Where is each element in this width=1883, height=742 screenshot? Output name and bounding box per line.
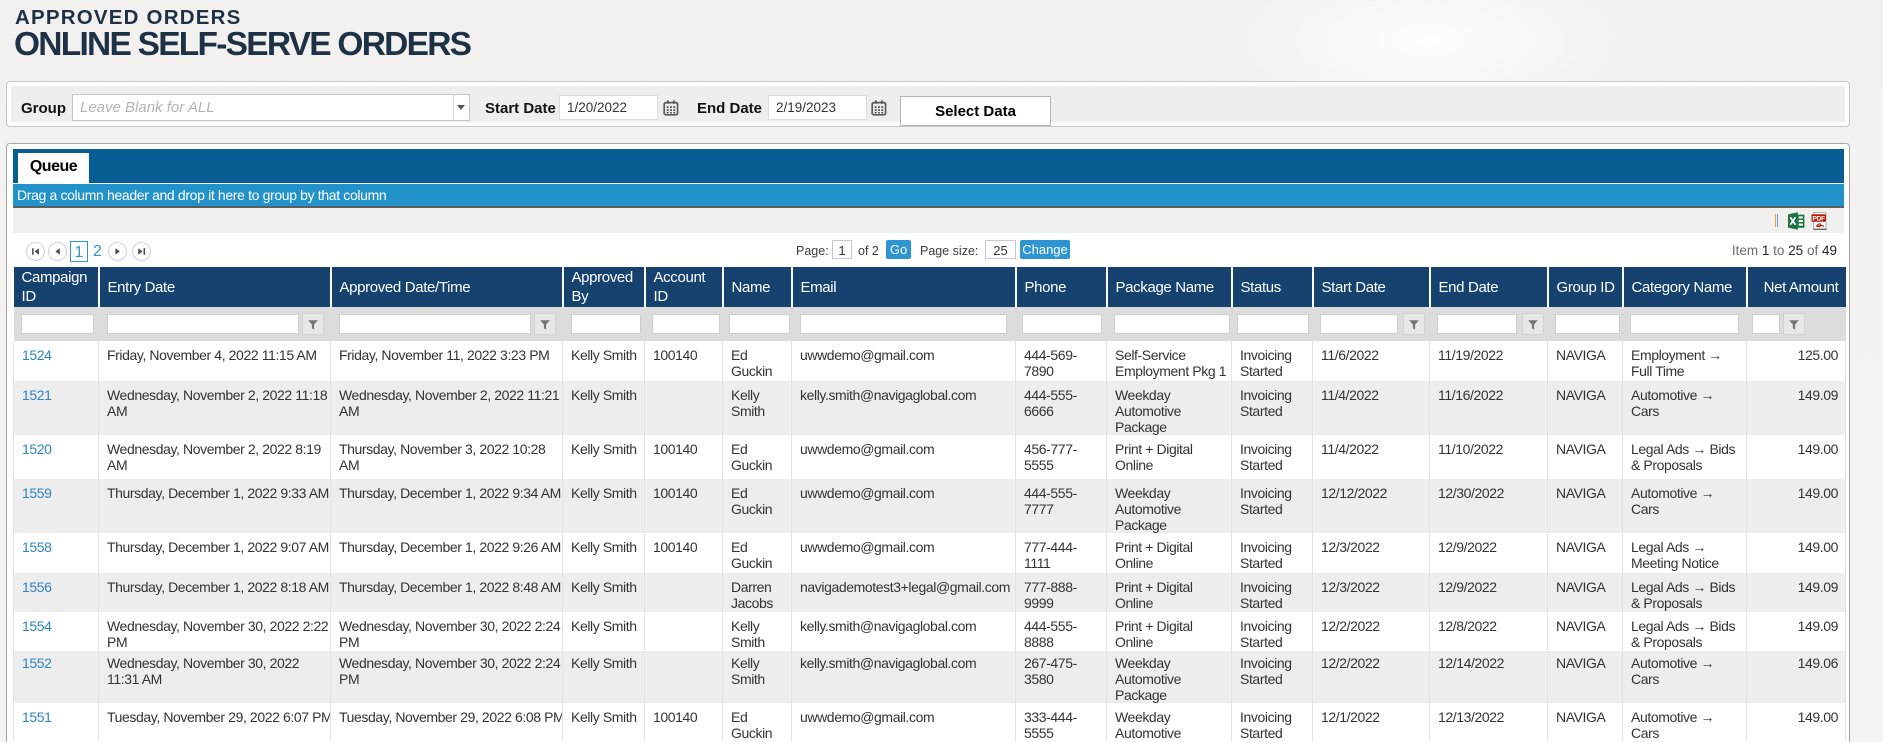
svg-text:PDF: PDF (1812, 215, 1825, 222)
